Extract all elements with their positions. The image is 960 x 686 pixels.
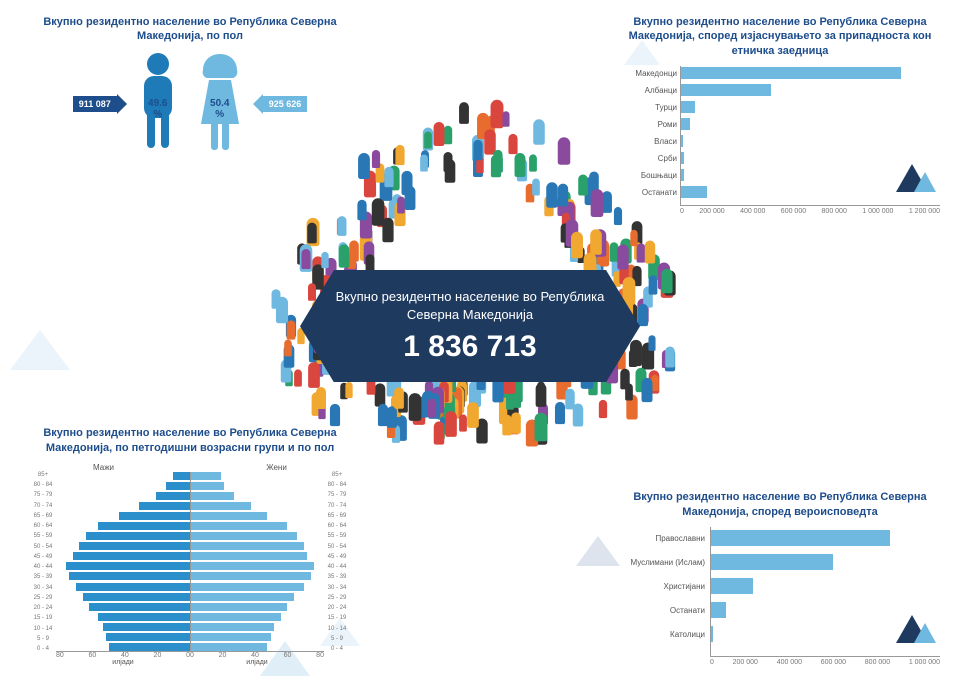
ethnicity-label: Власи	[654, 137, 677, 146]
pyramid-right-header: Жени	[203, 463, 350, 472]
ethnicity-xticks: 0200 000400 000600 000800 0001 000 0001 …	[680, 208, 940, 215]
pyramid-ages-left: 85+80 - 8475 - 7970 - 7465 - 6960 - 6455…	[30, 472, 56, 652]
pyramid-female-bar	[191, 613, 281, 621]
pyramid-male-bar	[89, 603, 189, 611]
gender-title: Вкупно резидентно население во Република…	[30, 15, 350, 44]
pyramid-male-bar	[98, 522, 190, 530]
pyramid-male-bar	[66, 562, 189, 570]
ethnicity-title: Вкупно резидентно население во Република…	[620, 15, 940, 58]
male-count: 911 087	[73, 96, 117, 112]
female-pct: 50.4 %	[205, 98, 234, 120]
pyramid-female-bar	[191, 633, 271, 641]
religion-label: Останати	[670, 606, 705, 615]
pyramid-male-bar	[79, 542, 189, 550]
religion-xticks: 0200 000400 000600 000800 0001 000 000	[710, 659, 940, 666]
logo-icon	[896, 158, 936, 197]
male-icon: 49.6 %	[131, 52, 185, 157]
pyramid-title: Вкупно резидентно население во Република…	[30, 426, 350, 455]
pyramid-female-bar	[191, 542, 304, 550]
pyramid-left-header: Мажи	[30, 463, 177, 472]
pyramid-female-bar	[191, 552, 308, 560]
religion-bar	[711, 554, 833, 570]
ethnicity-bar	[681, 186, 707, 198]
religion-bar	[711, 530, 890, 546]
religion-label: Муслимани (Ислам)	[630, 558, 705, 567]
religion-bar	[711, 602, 726, 618]
ethnicity-bar	[681, 84, 771, 96]
religion-title: Вкупно резидентно население во Република…	[620, 490, 940, 519]
pyramid-female-bar	[191, 472, 221, 480]
pyramid-female-bar	[191, 532, 298, 540]
ethnicity-bar	[681, 135, 683, 147]
pyramid-female-bar	[191, 512, 268, 520]
pyramid-female-bar	[191, 593, 294, 601]
ethnicity-bar	[681, 101, 695, 113]
total-banner: Вкупно резидентно население во Република…	[300, 270, 640, 382]
pyramid-male-bar	[166, 482, 189, 490]
ethnicity-label: Турци	[655, 103, 677, 112]
pyramid-x-unit-right: илјади	[190, 659, 324, 666]
ethnicity-panel: Вкупно резидентно население во Република…	[620, 15, 940, 215]
ethnicity-bar	[681, 152, 684, 164]
pyramid-male-bar	[119, 512, 189, 520]
religion-panel: Вкупно резидентно население во Република…	[620, 490, 940, 666]
pyramid-female-bar	[191, 522, 288, 530]
ethnicity-bar	[681, 169, 684, 181]
pyramid-female-bar	[191, 502, 251, 510]
pyramid-male-bar	[73, 552, 190, 560]
religion-label: Православни	[655, 534, 705, 543]
pyramid-female-bar	[191, 583, 304, 591]
pyramid-ages-right: 85+80 - 8475 - 7970 - 7465 - 6960 - 6455…	[324, 472, 350, 652]
pyramid-female-bar	[191, 562, 314, 570]
pyramid-xaxis: 806040200 020406080	[30, 652, 350, 659]
banner-subtitle: Вкупно резидентно население во Република…	[330, 288, 610, 324]
ethnicity-label: Албанци	[645, 86, 677, 95]
religion-label: Католици	[670, 630, 705, 639]
pyramid-male-bar	[173, 472, 190, 480]
ethnicity-label: Останати	[642, 188, 677, 197]
ethnicity-bar	[681, 118, 690, 130]
pyramid-male-bar	[86, 532, 189, 540]
pyramid-male-bar	[83, 593, 190, 601]
male-count-tag: 911 087	[73, 94, 127, 114]
pyramid-x-unit-left: илјади	[56, 659, 190, 666]
pyramid-female-col	[190, 472, 325, 652]
pyramid-male-bar	[98, 613, 190, 621]
ethnicity-bar	[681, 67, 901, 79]
religion-bar	[711, 578, 753, 594]
pyramid-male-bar	[69, 572, 189, 580]
pyramid-male-bar	[103, 623, 190, 631]
pyramid-male-bar	[139, 502, 189, 510]
ethnicity-label: Роми	[658, 120, 677, 129]
pyramid-female-bar	[191, 492, 234, 500]
ethnicity-label: Бошњаци	[641, 171, 677, 180]
religion-bar	[711, 626, 713, 642]
banner-total: 1 836 713	[330, 330, 610, 364]
pyramid-male-bar	[156, 492, 189, 500]
pyramid-female-bar	[191, 643, 268, 651]
pyramid-male-bar	[109, 643, 189, 651]
male-pct: 49.6 %	[144, 98, 171, 120]
pyramid-headers: Мажи Жени	[30, 463, 350, 472]
pyramid-male-bar	[76, 583, 189, 591]
pyramid-male-col	[56, 472, 190, 652]
religion-label: Христијани	[664, 582, 706, 591]
pyramid-female-bar	[191, 572, 311, 580]
pyramid-female-bar	[191, 603, 288, 611]
ethnicity-label: Македонци	[635, 69, 677, 78]
pyramid-panel: Вкупно резидентно население во Република…	[30, 426, 350, 666]
pyramid-female-bar	[191, 482, 224, 490]
logo-icon	[896, 609, 936, 648]
pyramid-male-bar	[106, 633, 189, 641]
pyramid-female-bar	[191, 623, 274, 631]
ethnicity-label: Срби	[658, 154, 677, 163]
